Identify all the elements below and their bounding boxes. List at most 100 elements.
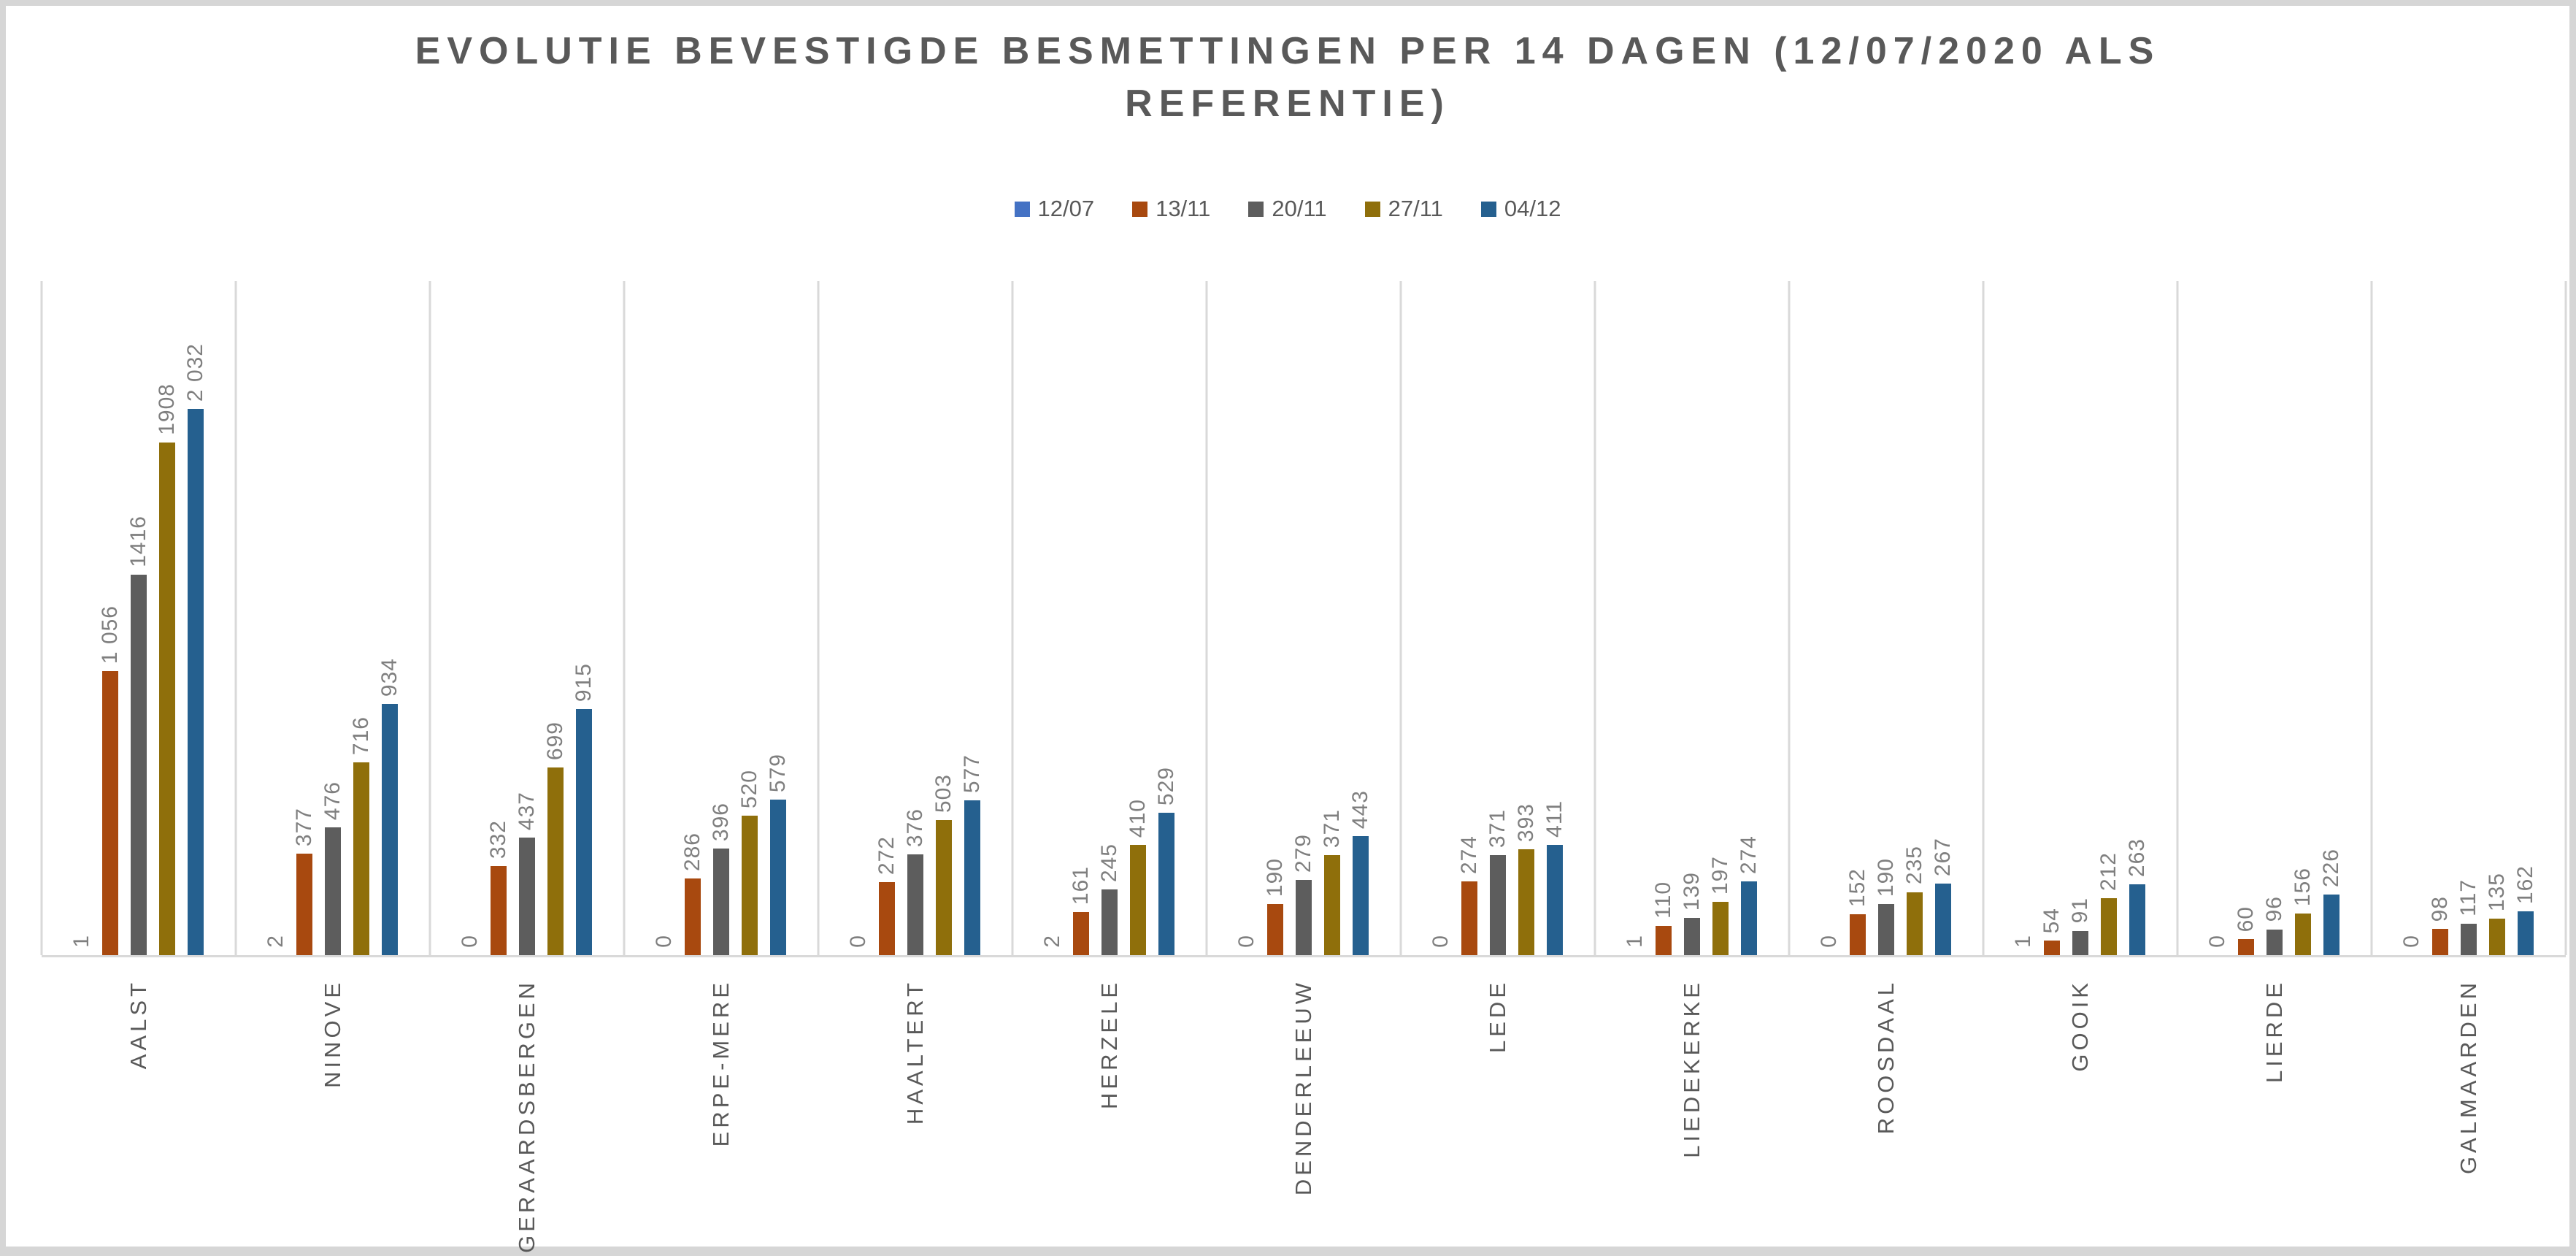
bar-value-label-wrap: 915 <box>568 663 600 702</box>
bar-value-label-wrap: 274 <box>1453 835 1485 874</box>
legend-label: 20/11 <box>1272 196 1327 221</box>
bar-value-label: 934 <box>377 658 401 697</box>
bar-04-12-haaltert <box>964 800 980 955</box>
category-label-denderleeuw: DENDERLEEUW <box>1291 979 1316 1196</box>
category-cell: GOOIK <box>1983 979 2177 1251</box>
gridline <box>1788 281 1791 955</box>
bar-value-label-wrap: 197 <box>1704 856 1737 895</box>
bar-value-label: 1 056 <box>98 605 122 665</box>
bar-value-label-wrap: 60 <box>2230 906 2262 932</box>
category-cell: LIEDEKERKE <box>1595 979 1789 1251</box>
bar-27-11-erpe-mere <box>742 815 758 955</box>
bar-value-label: 110 <box>1651 881 1675 919</box>
bar-group-geraardsbergen: 0 332 437 699 915 <box>430 281 624 955</box>
bar-04-12-herzele <box>1158 813 1174 955</box>
bar-value-label: 212 <box>2096 851 2121 891</box>
bar-value-label: 577 <box>960 754 984 793</box>
bar-20-11-geraardsbergen <box>519 838 535 955</box>
bar-value-label-wrap: 96 <box>2258 896 2291 922</box>
bar-value-label: 272 <box>874 835 899 875</box>
category-label-galmaarden: GALMAARDEN <box>2456 979 2481 1175</box>
bar-value-label-wrap: 0 <box>648 935 680 948</box>
bar-04-12-aalst <box>188 409 204 955</box>
category-cell: ERPE-MERE <box>624 979 818 1251</box>
bar-value-label-wrap: 529 <box>1150 767 1183 805</box>
category-label-gooik: GOOIK <box>2067 979 2093 1072</box>
bar-value-label-wrap: 1 <box>66 935 98 948</box>
bar-value-label: 476 <box>320 781 345 820</box>
bar-value-label: 443 <box>1348 789 1372 829</box>
bar-value-label-wrap: 279 <box>1288 834 1320 873</box>
bar-value-label-wrap: 0 <box>842 935 874 948</box>
bar-value-label-wrap: 332 <box>482 820 515 859</box>
category-cell: GERAARDSBERGEN <box>430 979 624 1253</box>
bar-value-label-wrap: 110 <box>1648 881 1680 919</box>
bar-value-label: 286 <box>680 832 704 871</box>
bar-04-12-geraardsbergen <box>576 709 592 955</box>
bar-20-11-denderleeuw <box>1296 880 1312 955</box>
bar-value-label-wrap: 162 <box>2510 865 2542 904</box>
bar-value-label-wrap: 161 <box>1065 866 1097 905</box>
bar-04-12-lede <box>1547 844 1563 955</box>
bar-value-label: 2 032 <box>183 342 207 402</box>
bar-value-label: 1908 <box>155 383 179 435</box>
bar-27-11-haaltert <box>936 819 952 955</box>
bar-27-11-gooik <box>2101 897 2117 955</box>
bar-value-label-wrap: 274 <box>1733 835 1765 874</box>
bar-value-label: 0 <box>458 935 482 948</box>
bar-value-label: 135 <box>2485 873 2509 912</box>
category-cell: GALMAARDEN <box>2372 979 2566 1251</box>
bar-value-label: 0 <box>1429 935 1453 948</box>
category-label-aalst: AALST <box>126 979 151 1070</box>
bar-20-11-haaltert <box>907 854 923 955</box>
bar-value-label: 410 <box>1126 799 1150 838</box>
bar-value-label-wrap: 267 <box>1927 838 1959 876</box>
bar-13-11-aalst <box>102 671 118 955</box>
legend-swatch-icon <box>1480 201 1496 217</box>
bar-20-11-aalst <box>131 574 147 955</box>
bar-value-label-wrap: 54 <box>2036 908 2068 933</box>
bar-value-label: 1 <box>2011 934 2035 948</box>
bar-value-label: 54 <box>2039 907 2064 934</box>
bar-group-galmaarden: 0 98 117 135 162 <box>2372 281 2566 955</box>
gridline <box>1593 281 1596 955</box>
category-label-ninove: NINOVE <box>320 979 345 1088</box>
bar-27-11-denderleeuw <box>1324 855 1340 955</box>
bar-value-label-wrap: 716 <box>345 716 377 755</box>
category-cell: LEDE <box>1401 979 1595 1251</box>
bar-value-label: 1 <box>1623 934 1647 948</box>
bar-value-label-wrap: 2 <box>1037 935 1069 948</box>
chart-title-line1: EVOLUTIE BEVESTIGDE BESMETTINGEN PER 14 … <box>415 30 2161 72</box>
bar-20-11-lede <box>1490 855 1506 955</box>
bar-13-11-denderleeuw <box>1267 904 1283 955</box>
bar-value-label: 197 <box>1708 856 1732 895</box>
category-cell: LIERDE <box>2177 979 2372 1251</box>
bar-value-label: 503 <box>931 773 956 813</box>
bar-20-11-liedekerke <box>1684 917 1700 955</box>
bar-value-label: 699 <box>543 721 567 760</box>
category-cell: HAALTERT <box>818 979 1012 1251</box>
bar-13-11-liedekerke <box>1656 925 1672 955</box>
category-cell: AALST <box>42 979 236 1251</box>
bar-value-label-wrap: 2 032 <box>180 343 212 402</box>
gridline <box>1205 281 1208 955</box>
chart-title-line2: REFERENTIE) <box>1125 83 1450 125</box>
bar-value-label: 60 <box>2234 905 2258 932</box>
bar-value-label: 2 <box>264 934 288 948</box>
bar-value-label-wrap: 371 <box>1316 809 1348 848</box>
bar-value-label: 0 <box>846 935 870 948</box>
gridline <box>817 281 820 955</box>
legend-item-27-11: 27/11 <box>1364 196 1443 222</box>
category-cell: ROOSDAAL <box>1789 979 1983 1251</box>
legend-item-12-07: 12/07 <box>1014 196 1094 222</box>
bar-value-label-wrap: 934 <box>374 658 406 697</box>
bar-value-label: 267 <box>1931 837 1955 876</box>
bar-value-label-wrap: 190 <box>1259 858 1291 897</box>
bar-value-label: 2 <box>1040 934 1064 948</box>
bar-value-label-wrap: 139 <box>1676 872 1708 911</box>
legend-swatch-icon <box>1132 201 1148 217</box>
category-cell: NINOVE <box>236 979 430 1251</box>
bar-value-label-wrap: 0 <box>1425 935 1457 948</box>
bar-value-label-wrap: 411 <box>1539 800 1571 838</box>
